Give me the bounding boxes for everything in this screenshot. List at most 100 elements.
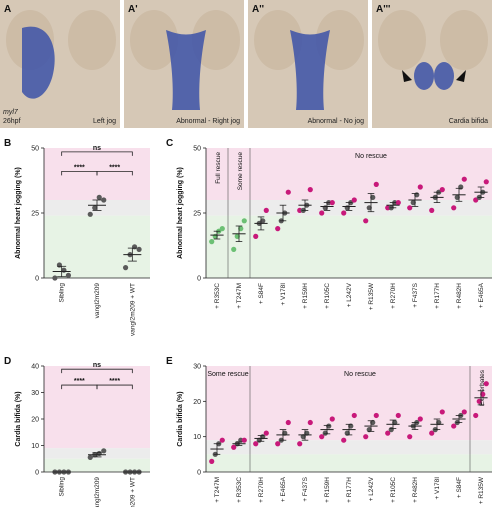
arrowhead-left [402, 70, 412, 82]
y-axis-title: Cardia bifida (%) [177, 391, 184, 446]
data-point [231, 444, 237, 450]
data-point [439, 409, 445, 415]
y-axis-title: Abnormal heart jogging (%) [15, 167, 22, 259]
x-tick-label: vangl2m209 [94, 477, 101, 507]
x-tick-label: + R135W [368, 282, 375, 310]
heart-stain [290, 30, 330, 110]
data-point [241, 437, 247, 443]
data-point [253, 441, 259, 447]
data-point [52, 275, 58, 281]
y-tick-label: 10 [31, 443, 39, 450]
chart-panel-b: 0 25 50 Abnormal heart jogging (%) B Sibling v… [4, 138, 150, 336]
chart-panel-c: 0 25 50 Abnormal heart jogging (%) C Full res… [166, 138, 492, 310]
x-tick-label: + R105C [324, 283, 331, 309]
x-tick-label: + S84F [258, 283, 265, 304]
panel-caption: Cardia bifida [449, 118, 488, 125]
heart-stain-left [414, 62, 434, 90]
data-point [341, 437, 347, 443]
data-point [285, 419, 291, 426]
significance-label: ns [93, 145, 101, 152]
data-point [307, 187, 313, 193]
group-label: Exacerbates [479, 369, 486, 406]
data-point [231, 246, 237, 252]
x-tick-label: + E465A [280, 476, 287, 502]
y-tick-label: 50 [193, 146, 201, 153]
y-tick-label: 20 [193, 399, 201, 406]
data-point [417, 184, 423, 190]
data-point [461, 176, 467, 182]
data-point [219, 226, 225, 232]
data-point [417, 416, 423, 422]
panel-letter: A' [128, 4, 138, 15]
x-tick-label: + R270H [390, 283, 397, 309]
data-point [451, 423, 457, 429]
data-point [429, 430, 435, 436]
heart-stain-right [434, 62, 454, 90]
embryo-panel: A''' Cardia bifida [372, 0, 492, 128]
data-point [101, 448, 107, 454]
y-tick-label: 0 [197, 470, 201, 477]
x-tick-label: Sibling [59, 283, 66, 303]
data-point [92, 205, 98, 211]
data-point [329, 200, 335, 206]
x-tick-label: + R159H [302, 283, 309, 309]
data-point [234, 233, 240, 239]
eye-shape-left [378, 10, 426, 70]
x-tick-label: + S84F [456, 477, 463, 498]
panel-letter: A''' [376, 4, 390, 15]
data-point [87, 454, 93, 461]
data-point [122, 265, 129, 271]
data-point [351, 412, 357, 419]
panel-letter: A [4, 4, 11, 15]
heart-stain [22, 26, 55, 99]
significance-bracket [61, 151, 133, 156]
x-tick-label: + R177H [346, 477, 353, 503]
significance-bracket [61, 368, 133, 374]
heart-stain [166, 30, 206, 110]
y-tick-label: 25 [193, 211, 201, 218]
data-point [319, 210, 325, 216]
data-point [461, 409, 467, 415]
embryo-image-row: A Left jog myl7 26hpf A' Abnormal - Right jog… [0, 0, 492, 128]
y-tick-label: 25 [31, 211, 39, 218]
significance-label: **** [109, 164, 120, 171]
x-tick-label: vangl2m209 + WT [129, 477, 136, 507]
group-label: Some rescue [237, 152, 244, 191]
data-point [439, 187, 445, 193]
y-tick-label: 30 [31, 390, 39, 397]
embryo-panel: A' Abnormal - Right jog [124, 0, 244, 128]
panel-caption: Abnormal - Right jog [176, 118, 240, 125]
data-point [285, 189, 291, 195]
panel-letter: D [4, 356, 11, 367]
data-point [307, 419, 313, 426]
data-point [344, 430, 350, 436]
y-tick-label: 20 [31, 417, 39, 424]
significance-label: **** [109, 378, 120, 385]
data-point [476, 398, 482, 404]
y-tick-label: 0 [35, 470, 39, 477]
data-point [275, 226, 281, 232]
panel-letter: A'' [252, 4, 264, 15]
data-point [410, 200, 416, 206]
data-point [373, 412, 379, 419]
panel-caption: Left jog [93, 118, 116, 125]
significance-label: ns [93, 362, 101, 369]
data-point [366, 205, 372, 211]
data-point [219, 437, 225, 443]
band-neutral [206, 440, 492, 455]
arrowhead-right [456, 70, 466, 82]
data-point [454, 194, 460, 200]
eye-shape-right [440, 10, 488, 70]
eye-shape-right [316, 10, 364, 70]
y-tick-label: 50 [31, 146, 39, 153]
panel-letter: E [166, 356, 173, 367]
x-tick-label: + F437S [302, 476, 309, 501]
significance-bracket [96, 384, 133, 390]
embryo-panel: A'' Abnormal - No jog [248, 0, 368, 128]
x-tick-label: vangl2m209 [94, 283, 101, 319]
data-point [395, 200, 401, 206]
data-point [241, 218, 247, 224]
x-tick-label: + R177H [434, 283, 441, 309]
data-point [483, 179, 489, 185]
data-point [136, 246, 142, 252]
